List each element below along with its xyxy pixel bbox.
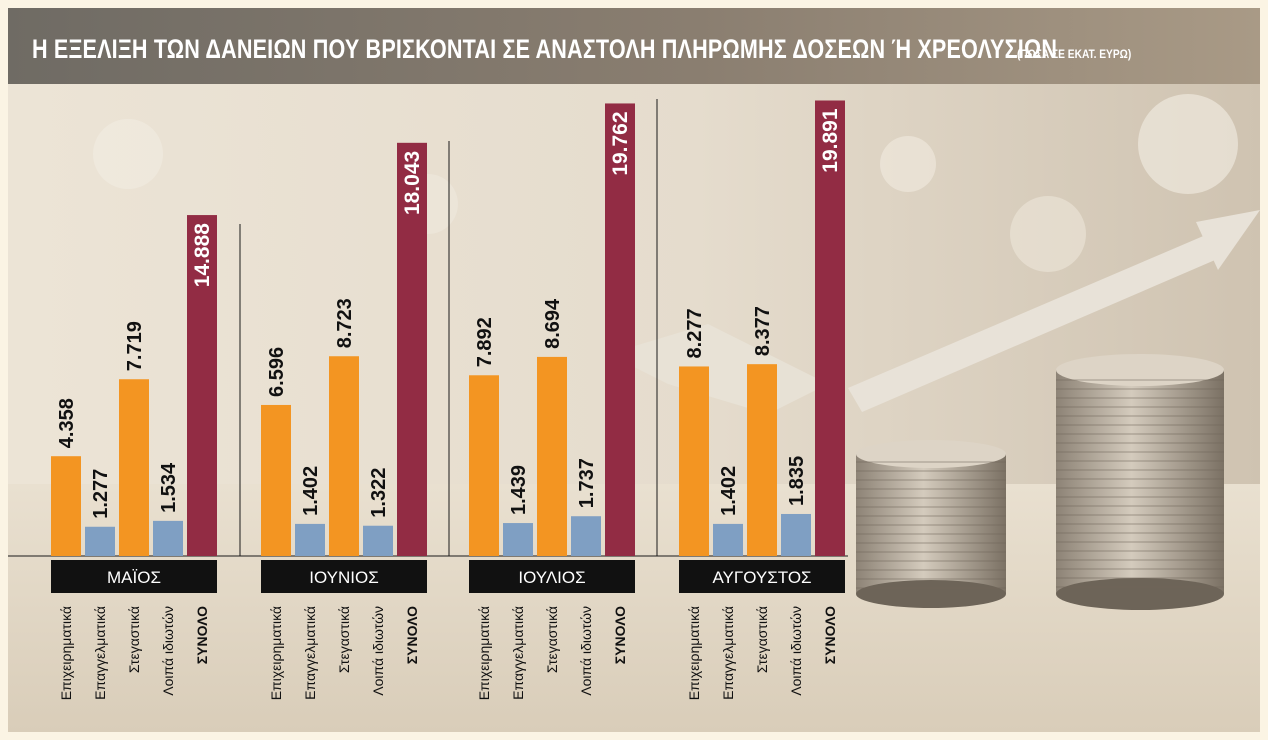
bar-total <box>397 142 427 556</box>
value-label-other-private: 1.835 <box>786 456 808 506</box>
chart-subtitle: (ΠΟΣΑ ΣΕ ΕΚΑΤ. ΕΥΡΩ) <box>1017 47 1132 61</box>
category-label-professional: Επαγγελματικά <box>302 606 318 700</box>
category-label-total: ΣΥΝΟΛΟ <box>612 606 628 664</box>
bar-business <box>261 404 291 556</box>
category-label-professional: Επαγγελματικά <box>92 606 108 700</box>
value-label-total: 19.891 <box>819 108 842 173</box>
category-label-housing: Στεγαστικά <box>544 606 560 673</box>
month-band <box>261 560 427 593</box>
value-label-other-private: 1.737 <box>576 458 598 508</box>
value-label-professional: 1.439 <box>508 465 530 515</box>
bar-other-private <box>781 513 811 556</box>
category-label-housing: Στεγαστικά <box>754 606 770 673</box>
category-label-total: ΣΥΝΟΛΟ <box>822 606 838 664</box>
value-label-other-private: 1.534 <box>158 462 180 513</box>
month-label: ΑΥΓΟΥΣΤΟΣ <box>712 568 811 587</box>
category-label-total: ΣΥΝΟΛΟ <box>404 606 420 664</box>
bar-other-private <box>363 525 393 556</box>
bar-housing <box>537 356 567 556</box>
bar-housing <box>747 364 777 556</box>
category-label-business: Επιχειρηματικά <box>58 606 74 700</box>
category-label-professional: Επαγγελματικά <box>720 606 736 700</box>
category-label-other-private: Λοιπά ιδιωτών <box>788 606 804 696</box>
category-label-other-private: Λοιπά ιδιωτών <box>370 606 386 696</box>
value-label-housing: 8.723 <box>334 298 356 348</box>
infographic: Η ΕΞΕΛΙΞΗ ΤΩΝ ΔΑΝΕΙΩΝ ΠΟΥ ΒΡΙΣΚΟΝΤΑΙ ΣΕ … <box>8 8 1260 732</box>
category-label-other-private: Λοιπά ιδιωτών <box>578 606 594 696</box>
bar-total <box>187 215 217 556</box>
month-band <box>679 560 845 593</box>
value-label-professional: 1.402 <box>300 466 322 516</box>
bar-total <box>815 100 845 557</box>
month-label: ΙΟΥΝΙΟΣ <box>309 568 378 587</box>
value-label-business: 8.277 <box>684 308 706 358</box>
value-label-housing: 7.719 <box>124 321 146 371</box>
bar-total <box>605 103 635 557</box>
bar-professional <box>85 526 115 556</box>
value-label-professional: 1.402 <box>718 466 740 516</box>
month-band <box>469 560 635 593</box>
category-label-business: Επιχειρηματικά <box>686 606 702 700</box>
category-label-housing: Στεγαστικά <box>126 606 142 673</box>
month-label: ΙΟΥΛΙΟΣ <box>518 568 585 587</box>
value-label-total: 19.762 <box>609 111 632 175</box>
month-label: ΜΑΪΟΣ <box>107 568 161 587</box>
month-band <box>51 560 217 593</box>
value-label-other-private: 1.322 <box>368 468 390 518</box>
value-label-business: 4.358 <box>56 398 78 448</box>
category-label-business: Επιχειρηματικά <box>268 606 284 700</box>
category-label-total: ΣΥΝΟΛΟ <box>194 606 210 664</box>
header-band: Η ΕΞΕΛΙΞΗ ΤΩΝ ΔΑΝΕΙΩΝ ΠΟΥ ΒΡΙΣΚΟΝΤΑΙ ΣΕ … <box>8 8 1260 84</box>
bar-chart: 4.358 1.277 7.719 1.534 14.888 6.596 1.402 8.72… <box>8 99 848 700</box>
bar-other-private <box>153 520 183 556</box>
value-label-housing: 8.377 <box>752 306 774 356</box>
bar-business <box>679 366 709 556</box>
bar-business <box>51 456 81 556</box>
bar-professional <box>713 523 743 556</box>
value-label-business: 6.596 <box>266 347 288 397</box>
category-label-business: Επιχειρηματικά <box>476 606 492 700</box>
bar-business <box>469 375 499 556</box>
value-label-business: 7.892 <box>474 317 496 367</box>
bar-housing <box>329 356 359 556</box>
chart-title: Η ΕΞΕΛΙΞΗ ΤΩΝ ΔΑΝΕΙΩΝ ΠΟΥ ΒΡΙΣΚΟΝΤΑΙ ΣΕ … <box>32 34 1058 64</box>
category-label-housing: Στεγαστικά <box>336 606 352 673</box>
category-label-other-private: Λοιπά ιδιωτών <box>160 606 176 696</box>
value-label-professional: 1.277 <box>90 469 112 519</box>
bar-professional <box>503 523 533 556</box>
value-label-total: 14.888 <box>191 223 214 288</box>
bar-professional <box>295 523 325 556</box>
category-label-professional: Επαγγελματικά <box>510 606 526 700</box>
value-label-total: 18.043 <box>401 151 424 215</box>
value-label-housing: 8.694 <box>542 298 564 349</box>
bar-housing <box>119 379 149 556</box>
bar-other-private <box>571 516 601 556</box>
